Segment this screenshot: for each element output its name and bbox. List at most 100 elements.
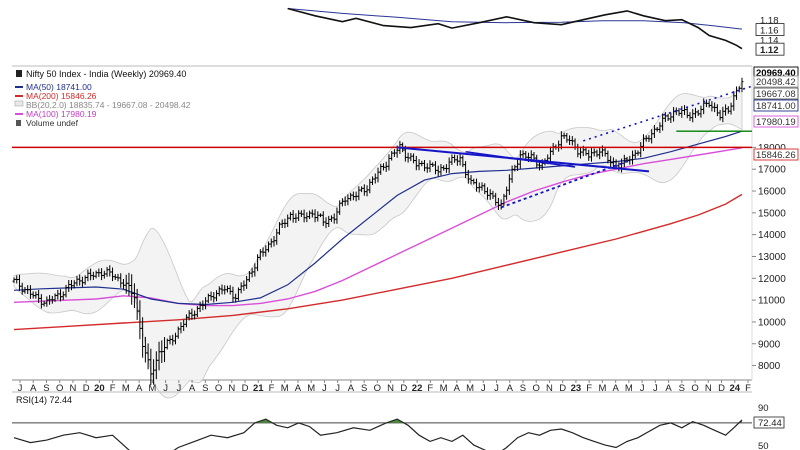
top-tick-label: 1.18 bbox=[760, 16, 779, 27]
price-y-ticks: 8000 9000 10000 11000 12000 13000 14000 15000 16… bbox=[752, 143, 786, 372]
x-tick-label: M bbox=[598, 383, 606, 394]
top-ratio-panel: 1.181.161.141.12 bbox=[12, 7, 785, 67]
x-tick-label: M bbox=[307, 383, 315, 394]
x-tick-label: F bbox=[269, 383, 275, 394]
price-tick-label: 18000 bbox=[758, 143, 786, 154]
x-tick-label: M bbox=[466, 383, 474, 394]
top-tick-label: 1.12 bbox=[760, 45, 779, 56]
price-tick-label: 11000 bbox=[758, 296, 786, 307]
x-tick-label: D bbox=[718, 383, 725, 394]
rsi-value-box bbox=[753, 416, 785, 429]
value-tag-label: 19667.08 bbox=[756, 89, 796, 100]
x-tick-label: O bbox=[691, 383, 698, 394]
legend-ma100: MA(100) 17980.19 bbox=[26, 109, 97, 119]
x-tick-label: N bbox=[228, 383, 235, 394]
value-tag-label: 20498.42 bbox=[756, 77, 796, 88]
x-tick-label: A bbox=[30, 383, 37, 394]
value-tag-box bbox=[753, 148, 799, 161]
value-tag-label: 18741.00 bbox=[756, 101, 796, 112]
value-tag-box bbox=[753, 75, 799, 88]
x-tick-label: D bbox=[559, 383, 566, 394]
rsi-y-ticks: 90 72.44 50 bbox=[753, 403, 785, 450]
rsi-tick-label: 90 bbox=[758, 403, 769, 414]
x-tick-label: J bbox=[176, 383, 181, 394]
x-tick-label: 20 bbox=[94, 383, 105, 394]
bb-legend-swatch bbox=[14, 100, 24, 107]
x-tick-label: A bbox=[295, 383, 302, 394]
x-tick-label: N bbox=[387, 383, 394, 394]
price-tick-label: 15000 bbox=[758, 208, 786, 219]
x-tick-label: D bbox=[242, 383, 249, 394]
x-tick-label: M bbox=[440, 383, 448, 394]
x-tick-label: J bbox=[481, 383, 486, 394]
x-tick-label: M bbox=[148, 383, 156, 394]
channel-lower-dotted bbox=[500, 159, 631, 209]
x-tick-label: 23 bbox=[571, 383, 582, 394]
x-tick-label: 22 bbox=[412, 383, 423, 394]
price-bars bbox=[12, 77, 744, 385]
price-tick-label: 8000 bbox=[758, 361, 781, 372]
rsi-tick-label: 72.44 bbox=[758, 418, 782, 429]
x-tick-label: A bbox=[348, 383, 355, 394]
x-tick-label: A bbox=[612, 383, 619, 394]
x-tick-label: J bbox=[640, 383, 645, 394]
x-tick-label: F bbox=[745, 383, 751, 394]
top-panel-ticks: 1.181.161.141.12 bbox=[755, 16, 785, 56]
x-tick-label: J bbox=[163, 383, 168, 394]
value-tag-box bbox=[753, 87, 799, 100]
rsi-panel: RSI(14) 72.44 90 72.44 50 bbox=[12, 391, 785, 450]
x-tick-label: S bbox=[43, 383, 49, 394]
top-tick-box bbox=[755, 42, 785, 56]
x-tick-label: A bbox=[665, 383, 672, 394]
x-tick-label: 21 bbox=[253, 383, 264, 394]
volume-legend-swatch bbox=[16, 120, 21, 126]
x-tick-label: M bbox=[281, 383, 289, 394]
x-tick-label: S bbox=[679, 383, 685, 394]
legend-ma200: MA(200) 15846.26 bbox=[26, 91, 97, 101]
ma200-line bbox=[13, 193, 743, 331]
ohlc-bar bbox=[740, 77, 744, 93]
x-tick-label: F bbox=[586, 383, 592, 394]
x-tick-label: N bbox=[546, 383, 553, 394]
price-tick-label: 12000 bbox=[758, 274, 786, 285]
ratio-ma-line bbox=[287, 8, 743, 30]
x-tick-label: S bbox=[520, 383, 526, 394]
value-tag-box bbox=[753, 115, 799, 128]
ratio-line bbox=[287, 7, 743, 50]
x-tick-label: 24 bbox=[729, 383, 740, 394]
top-tick-label: 1.14 bbox=[760, 35, 779, 46]
x-tick-label: N bbox=[705, 383, 712, 394]
x-tick-label: F bbox=[110, 383, 116, 394]
x-tick-label: J bbox=[322, 383, 327, 394]
x-tick-label: N bbox=[70, 383, 77, 394]
x-tick-label: O bbox=[374, 383, 381, 394]
x-axis-labels: J A S O N D 20 F M A M J J A S O N D 21 F M A M J J A S O N D 22 F M A M J J… bbox=[18, 380, 751, 394]
rsi-tick-label: 50 bbox=[758, 441, 769, 450]
top-tick-label: 1.16 bbox=[760, 26, 779, 37]
x-tick-label: M bbox=[625, 383, 633, 394]
x-tick-label: J bbox=[494, 383, 499, 394]
legend-ma50: MA(50) 18741.00 bbox=[26, 82, 92, 92]
x-tick-label: O bbox=[533, 383, 540, 394]
price-tick-label: 17000 bbox=[758, 165, 786, 176]
x-tick-label: J bbox=[653, 383, 658, 394]
value-tag-box bbox=[753, 99, 799, 112]
value-tag-label: 17980.19 bbox=[756, 117, 796, 128]
price-tick-label: 9000 bbox=[758, 339, 781, 350]
price-tick-label: 16000 bbox=[758, 187, 786, 198]
value-tag-label: 20969.40 bbox=[756, 68, 796, 79]
chart-title: Nifty 50 Index - India (Weekly) 20969.40 bbox=[26, 69, 186, 79]
channel-upper-dotted bbox=[583, 83, 759, 142]
x-tick-label: D bbox=[400, 383, 407, 394]
legend-volume: Volume undef bbox=[26, 118, 79, 128]
x-tick-label: A bbox=[136, 383, 143, 394]
x-tick-label: A bbox=[507, 383, 514, 394]
rsi-label: RSI(14) 72.44 bbox=[16, 395, 72, 405]
top-tick-box bbox=[755, 23, 785, 36]
x-tick-label: O bbox=[56, 383, 63, 394]
falling-trendline-2 bbox=[465, 150, 576, 168]
x-tick-label: S bbox=[361, 383, 367, 394]
x-tick-label: M bbox=[122, 383, 130, 394]
